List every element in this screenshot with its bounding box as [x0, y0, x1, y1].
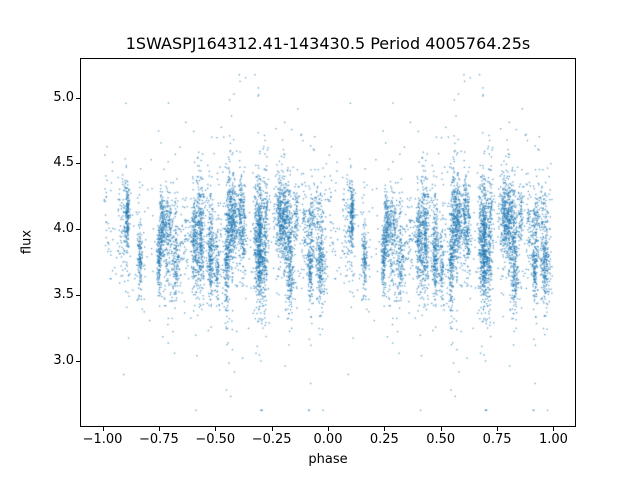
x-tick-mark [102, 427, 104, 431]
x-tick-mark [440, 427, 442, 431]
y-tick-label: 4.0 [53, 221, 74, 237]
plot-area [80, 58, 576, 427]
chart-title: 1SWASPJ164312.41-143430.5 Period 4005764… [125, 34, 531, 53]
y-tick-label: 3.0 [53, 353, 74, 369]
x-axis-label: phase [308, 452, 348, 467]
x-tick-label: 1.00 [538, 432, 568, 447]
y-tick-label: 5.0 [53, 89, 74, 105]
x-tick-label: 0.50 [426, 432, 456, 447]
x-tick-mark [497, 427, 499, 431]
x-tick-mark [158, 427, 160, 431]
x-tick-label: −0.25 [251, 432, 292, 447]
x-tick-label: −1.00 [82, 432, 123, 447]
x-tick-label: 0.25 [369, 432, 399, 447]
x-tick-label: −0.50 [195, 432, 236, 447]
y-axis-label: flux [19, 229, 35, 255]
x-tick-mark [271, 427, 273, 431]
y-tick-label: 4.5 [53, 155, 74, 171]
x-tick-label: 0.00 [313, 432, 343, 447]
x-tick-label: −0.75 [138, 432, 179, 447]
scatter-points [81, 59, 575, 426]
y-tick-label: 3.5 [53, 287, 74, 303]
x-tick-label: 0.75 [482, 432, 512, 447]
x-tick-mark [553, 427, 555, 431]
x-tick-mark [328, 427, 329, 431]
x-tick-mark [384, 427, 386, 431]
x-tick-mark [215, 427, 217, 431]
